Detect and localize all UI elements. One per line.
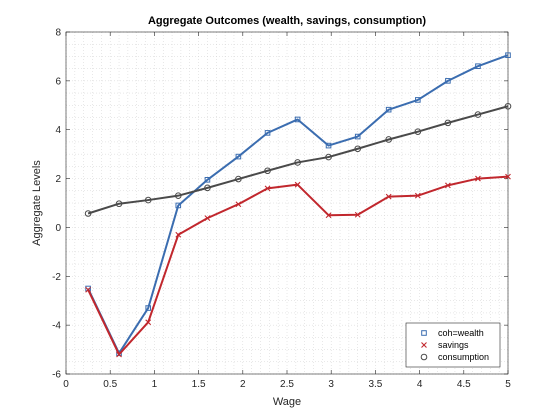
y-tick-label: 6 bbox=[55, 76, 61, 87]
x-tick-label: 0.5 bbox=[103, 379, 117, 390]
y-tick-label: 2 bbox=[55, 174, 61, 185]
x-tick-label: 2.5 bbox=[280, 379, 294, 390]
y-tick-label: -6 bbox=[52, 370, 61, 381]
legend-label: consumption bbox=[438, 352, 489, 362]
x-tick-label: 5 bbox=[505, 379, 511, 390]
y-tick-label: 0 bbox=[55, 223, 61, 234]
x-tick-label: 0 bbox=[63, 379, 69, 390]
y-tick-label: 8 bbox=[55, 28, 61, 39]
y-tick-label: 4 bbox=[55, 125, 61, 136]
y-axis-title: Aggregate Levels bbox=[31, 160, 43, 246]
x-axis-title: Wage bbox=[273, 396, 301, 408]
x-tick-label: 2 bbox=[240, 379, 246, 390]
x-tick-label: 4.5 bbox=[457, 379, 471, 390]
legend-label: savings bbox=[438, 340, 469, 350]
x-tick-label: 1.5 bbox=[192, 379, 206, 390]
x-tick-label: 4 bbox=[417, 379, 423, 390]
x-tick-label: 1 bbox=[152, 379, 158, 390]
legend: coh=wealth savings consumption bbox=[406, 323, 500, 367]
legend-label: coh=wealth bbox=[438, 328, 484, 338]
x-tick-label: 3.5 bbox=[368, 379, 382, 390]
y-tick-label: -2 bbox=[52, 272, 61, 283]
chart-title: Aggregate Outcomes (wealth, savings, con… bbox=[148, 15, 426, 27]
x-tick-label: 3 bbox=[328, 379, 334, 390]
y-tick-label: -4 bbox=[52, 321, 61, 332]
